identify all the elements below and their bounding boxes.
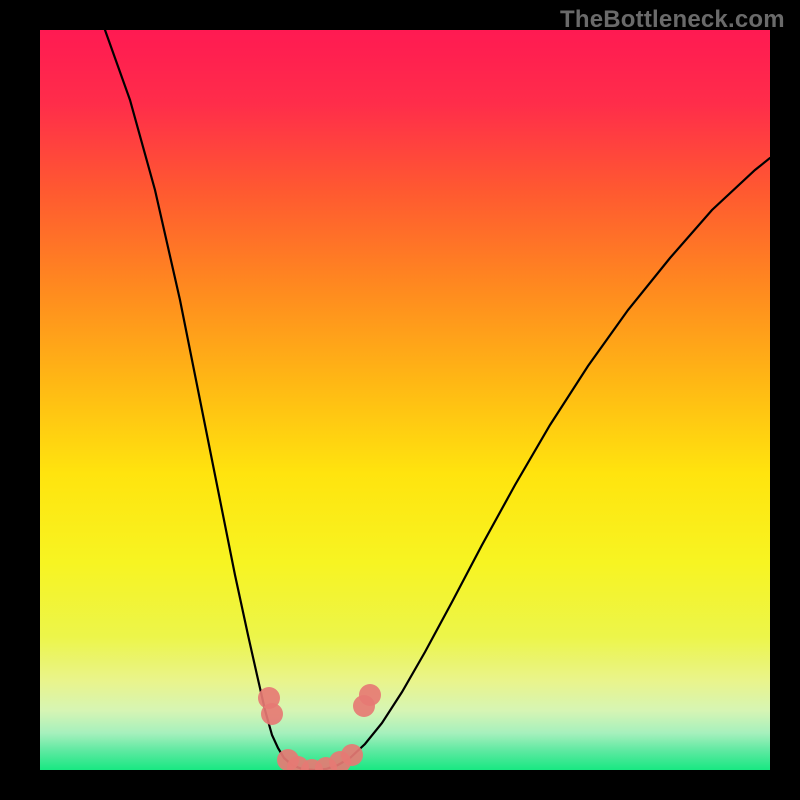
data-marker — [261, 703, 283, 725]
chart-canvas: TheBottleneck.com — [0, 0, 800, 800]
curve-path — [105, 30, 770, 770]
bottleneck-curve — [40, 30, 770, 770]
data-marker — [341, 744, 363, 766]
data-marker — [359, 684, 381, 706]
watermark-text: TheBottleneck.com — [560, 6, 785, 34]
plot-area — [40, 30, 770, 770]
